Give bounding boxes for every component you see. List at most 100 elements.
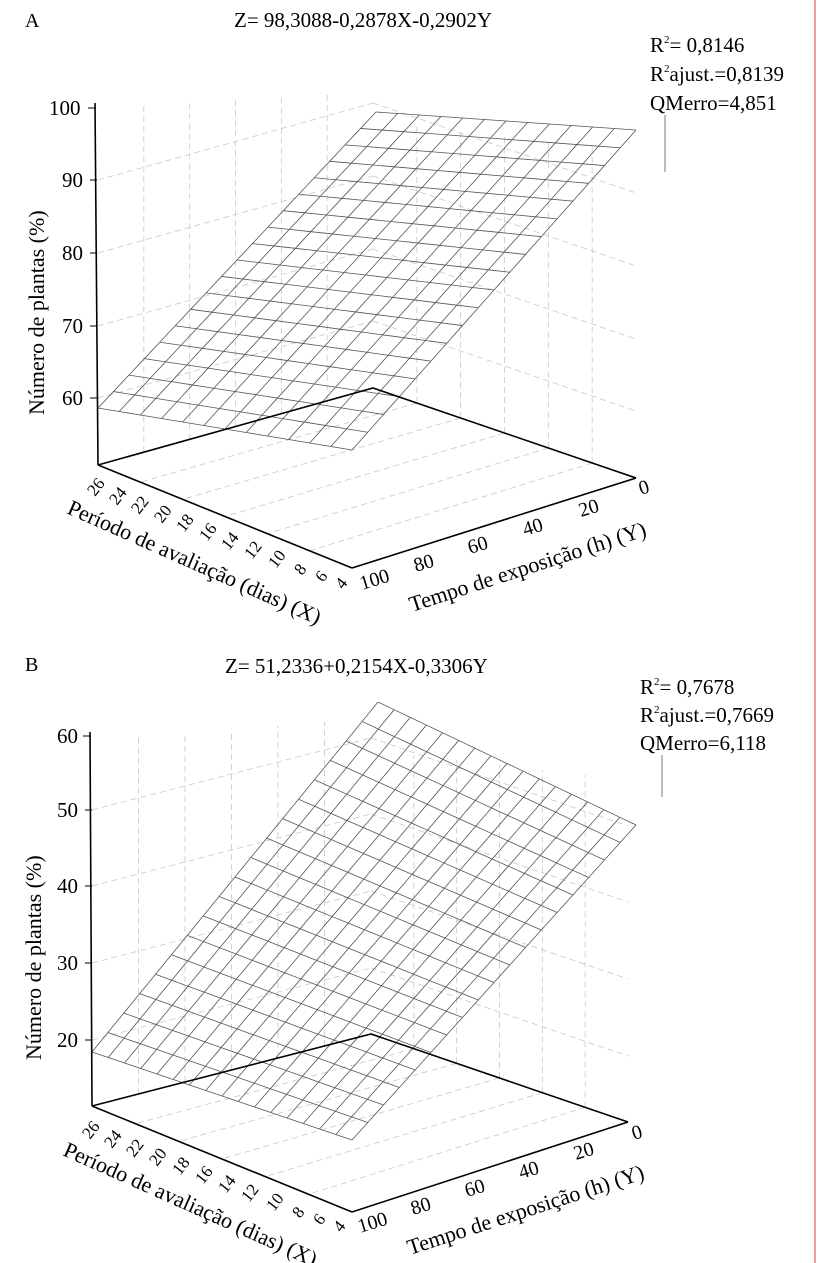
grid-a-line: [140, 402, 417, 483]
y-axis-line-a: [351, 477, 637, 569]
y-tick-label-b: 20: [571, 1138, 597, 1165]
stats-box-b: R2= 0,7678 R2ajust.=0,7669 QMerro=6,118: [640, 675, 774, 797]
grid-a-line: [97, 320, 374, 399]
qmerro-line-b: QMerro=6,118: [640, 731, 766, 755]
x-tick-label-b: 10: [262, 1189, 287, 1214]
chart-title-b: Z= 51,2336+0,2154X-0,3306Y: [225, 654, 488, 678]
z-axis-label-b: Número de plantas (%): [21, 855, 46, 1060]
x-tick-label-b: 6: [309, 1210, 329, 1228]
y-axis-line-b: [351, 1121, 629, 1213]
qmerro-line-a: QMerro=4,851: [650, 91, 777, 115]
x-tick-label-a: 8: [290, 560, 310, 578]
grid-a-line: [309, 462, 593, 552]
x-tick-label-b: 14: [214, 1171, 240, 1196]
z-axis-label-a: Número de plantas (%): [24, 210, 49, 415]
x-axis-line-b: [91, 1105, 353, 1213]
y-tick-label-b: 0: [629, 1121, 645, 1145]
y-tick-label-b: 60: [462, 1175, 488, 1202]
y-tick-label-a: 80: [411, 550, 437, 577]
mesh-b-line: [124, 717, 411, 1064]
mesh-b-line: [140, 724, 427, 1069]
y-tick-label-a: 20: [576, 495, 602, 522]
y-tick-label-a: 100: [357, 565, 392, 595]
y-tick-label-b: 80: [408, 1193, 434, 1220]
z-ticks-a: 60 70 80 90 100: [49, 96, 97, 410]
r2-line-a: R2= 0,8146: [650, 33, 744, 57]
z-tick-label-a: 80: [62, 241, 83, 265]
mesh-a-line: [309, 126, 593, 444]
mesh-b-line: [351, 824, 637, 1141]
mesh-b-line: [107, 709, 395, 1058]
mesh-b-line: [302, 801, 588, 1124]
x-tick-label-a: 10: [264, 546, 289, 571]
grid-b-line: [308, 1106, 586, 1195]
mesh-b-line: [270, 786, 556, 1113]
panel-label-a: A: [25, 10, 40, 32]
floor-edges-a: [97, 387, 637, 479]
x-tick-label-b: 12: [237, 1180, 262, 1205]
stats-box-a: R2= 0,8146 R2ajust.=0,8139 QMerro=4,851: [650, 33, 784, 172]
grid-b-line: [135, 1048, 414, 1125]
chart-panel-b: B Z= 51,2336+0,2154X-0,3306Y R2= 0,7678 …: [21, 654, 774, 1263]
grid-b-line: [265, 1092, 543, 1178]
grid-b-line: [221, 1077, 500, 1160]
z-tick-label-a: 100: [49, 96, 81, 120]
z-tick-label-b: 30: [57, 951, 78, 975]
grid-a-line: [224, 432, 505, 517]
mesh-b-line: [286, 793, 572, 1119]
panel-label-b: B: [25, 654, 38, 676]
x-tick-label-a: 12: [240, 537, 265, 562]
x-tick-label-b: 20: [145, 1144, 170, 1169]
mesh-b-line: [221, 763, 508, 1097]
grid-b-line: [178, 1062, 457, 1142]
x-tick-label-b: 16: [191, 1162, 216, 1187]
r2-adjusted-line-a: R2ajust.=0,8139: [650, 62, 784, 86]
axes-b: [89, 731, 629, 1213]
mesh-a-line: [330, 128, 615, 447]
x-tick-label-a: 4: [331, 574, 352, 593]
x-tick-label-a: 14: [217, 528, 243, 553]
mesh-a-line: [97, 111, 377, 409]
y-tick-label-b: 40: [516, 1157, 542, 1184]
mesh-a-line: [245, 122, 528, 433]
mesh-a-line: [161, 116, 442, 419]
r2-adjusted-line-b: R2ajust.=0,7669: [640, 703, 774, 727]
x-tick-label-a: 22: [127, 492, 152, 517]
mesh-b-line: [91, 701, 379, 1053]
mesh-a-line: [267, 123, 550, 437]
y-tick-label-a: 40: [520, 514, 546, 541]
mesh-b-line: [205, 755, 492, 1091]
z-tick-label-a: 90: [62, 168, 83, 192]
y-tick-label-b: 100: [355, 1208, 390, 1238]
y-tick-label-a: 0: [636, 476, 652, 500]
r2-line-b: R2= 0,7678: [640, 675, 734, 699]
floor-edges-b: [91, 1033, 629, 1123]
z-tick-label-b: 40: [57, 874, 78, 898]
background-grid-a: [97, 90, 637, 552]
x-tick-label-a: 18: [172, 510, 197, 535]
grid-a-line: [372, 320, 637, 412]
mesh-b-line: [335, 817, 621, 1135]
mesh-a-line: [203, 119, 485, 426]
x-tick-label-b: 8: [288, 1203, 308, 1221]
axes-a: [94, 102, 637, 569]
grid-a-line: [267, 447, 549, 535]
mesh-a-line: [288, 125, 572, 440]
x-tick-label-b: 18: [168, 1153, 193, 1178]
background-grid-b: [91, 722, 629, 1195]
chart-panel-a: A Z= 98,3088-0,2878X-0,2902Y R2= 0,8146 …: [24, 8, 784, 629]
x-axis-line-a: [97, 464, 353, 569]
mesh-b-line: [237, 770, 524, 1102]
x-tick-label-b: 4: [329, 1217, 350, 1236]
surface-mesh-a: [97, 111, 637, 451]
mesh-a-line: [351, 129, 637, 451]
z-axis-line-a: [94, 102, 99, 466]
chart-title-a: Z= 98,3088-0,2878X-0,2902Y: [234, 8, 492, 32]
z-tick-label-b: 20: [57, 1028, 78, 1052]
x-tick-label-a: 6: [311, 567, 331, 585]
z-tick-label-a: 70: [62, 314, 83, 338]
mesh-b-line: [156, 732, 443, 1075]
z-ticks-b: 20 30 40 50 60: [57, 724, 92, 1052]
mesh-a-line: [224, 120, 507, 430]
